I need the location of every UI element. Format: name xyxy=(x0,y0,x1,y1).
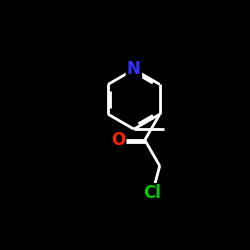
Text: O: O xyxy=(111,131,125,149)
Text: Cl: Cl xyxy=(144,184,161,202)
Text: N: N xyxy=(127,60,141,78)
